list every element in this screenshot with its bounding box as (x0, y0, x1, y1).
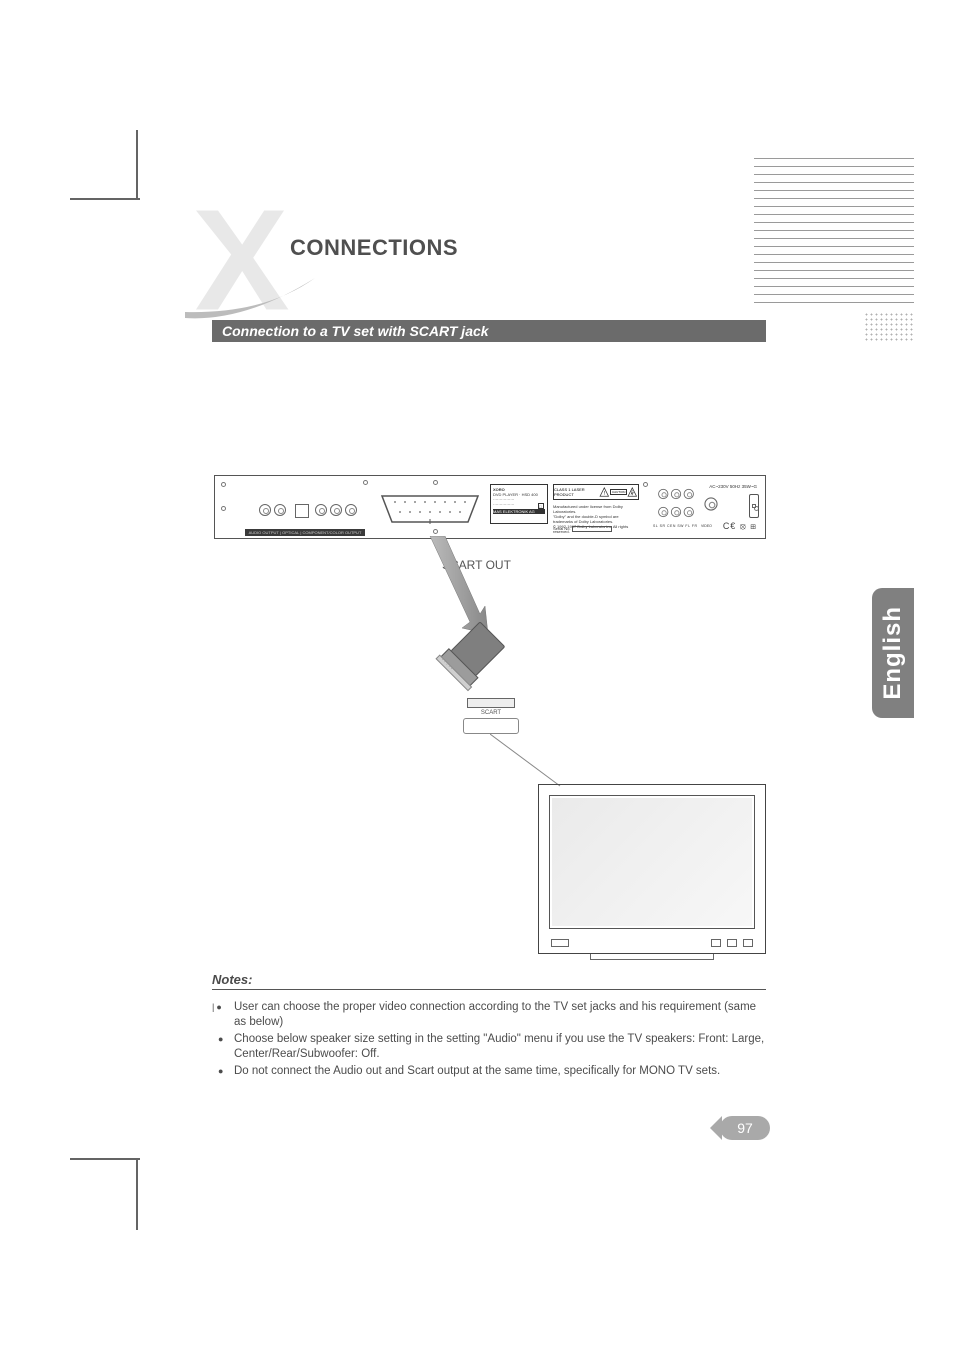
optical-jack (295, 504, 309, 518)
tv-set-icon (538, 784, 766, 954)
notes-item: Choose below speaker size setting in the… (212, 1032, 766, 1062)
video-label: VIDEO (701, 524, 712, 529)
swoosh-icon (185, 278, 315, 322)
ce-mark-icon: C€ ⦻ ⊞ (723, 521, 757, 532)
notes-section: Notes: User can choose the proper video … (212, 972, 766, 1081)
svg-text:!: ! (604, 491, 605, 497)
screw-icon (363, 480, 368, 485)
device-rear-panel: AUDIO OUTPUT | OPTICAL | COMPONENT/COLOR… (214, 475, 766, 539)
jack-label-strip: AUDIO OUTPUT | OPTICAL | COMPONENT/COLOR… (245, 529, 365, 536)
header-dot-grid (864, 312, 914, 342)
language-tab: English (872, 588, 914, 718)
cable-arrow-icon (390, 536, 490, 636)
notes-list: User can choose the proper video connect… (212, 1000, 766, 1079)
scart-port-icon (380, 494, 480, 524)
header-decorative-lines (754, 158, 914, 310)
screw-icon (643, 482, 648, 487)
serial-label: Serial No. (553, 526, 612, 532)
speaker-jacks-top (658, 489, 694, 499)
crop-mark (70, 1158, 140, 1160)
power-cord-grommet (749, 494, 759, 518)
warning-label: CLASS 1 LASER PRODUCT ! CAUTION (553, 484, 639, 500)
notes-item: User can choose the proper video connect… (212, 1000, 766, 1030)
screw-icon (221, 482, 226, 487)
screw-icon (433, 529, 438, 534)
page: CONNECTIONS Connection to a TV set with … (0, 0, 954, 1350)
crop-mark (70, 198, 140, 200)
ac-label: AC~230V 50Hz 35W~G (709, 484, 757, 489)
tv-scart-receptacle: SCART (462, 698, 520, 736)
crop-mark (136, 1160, 138, 1230)
section-subtitle: Connection to a TV set with SCART jack (212, 320, 766, 342)
product-label: XORO DVD PLAYER · HSD 400 ··············… (490, 484, 548, 524)
page-title: CONNECTIONS (290, 235, 458, 261)
notes-rule (212, 989, 766, 990)
component-jacks (315, 504, 357, 516)
audio-output-jacks (259, 504, 286, 516)
notes-heading: Notes: (212, 972, 766, 987)
speaker-labels: SL SR CEN SW FL FR (653, 524, 698, 529)
speaker-jacks-bottom (658, 507, 694, 517)
video-jack (704, 497, 717, 510)
language-tab-label: English (879, 606, 907, 700)
screw-icon (221, 506, 226, 511)
page-number-badge: 97 (720, 1116, 770, 1140)
screw-icon (433, 480, 438, 485)
crop-mark (136, 130, 138, 200)
notes-item: Do not connect the Audio out and Scart o… (212, 1064, 766, 1079)
tv-stand-icon (590, 954, 714, 960)
